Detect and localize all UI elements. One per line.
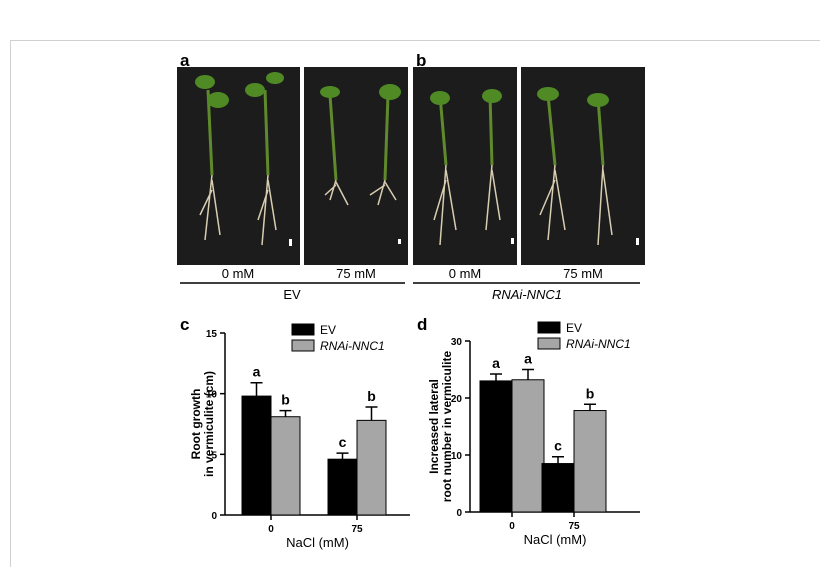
y-tick-label: 10 [206,390,218,401]
panel-label: b [416,51,426,70]
legend-label: RNAi-NNC1 [320,339,385,353]
y-axis-label: Root growth [189,389,203,460]
significance-letter: a [253,364,261,380]
frame [10,40,820,567]
bar [327,458,358,516]
significance-letter: b [586,385,595,401]
y-axis-label: root number in vermiculite [440,350,454,502]
legend-swatch [291,323,315,336]
legend-label: EV [320,323,336,337]
panel-label: c [180,315,189,334]
error-bar [250,381,263,397]
photo [177,67,300,265]
bar [479,380,513,513]
legend-swatch [537,321,561,334]
panel-label: a [180,51,190,70]
y-tick-label: 5 [211,450,217,461]
x-tick-label: 0 [268,524,274,535]
x-axis-label: NaCl (mM) [524,532,587,547]
error-bar [490,373,502,381]
legend-label: RNAi-NNC1 [566,337,631,351]
legend-swatch [291,339,315,352]
condition-label: 0 mM [222,266,255,281]
x-tick-label: 75 [568,521,580,532]
bar [511,379,545,513]
significance-letter: c [339,434,347,450]
x-tick-label: 0 [509,521,515,532]
y-tick-label: 15 [206,329,218,340]
bar [241,395,272,516]
photo [521,67,645,265]
condition-label: 0 mM [449,266,482,281]
bar [356,419,387,516]
y-axis-label: in vermiculite (cm) [202,371,216,477]
group-label: RNAi-NNC1 [492,287,562,302]
significance-letter: b [281,392,290,408]
x-tick-label: 75 [351,524,363,535]
y-tick-label: 0 [211,511,217,522]
bar [573,410,607,513]
condition-label: 75 mM [563,266,603,281]
error-bar [336,452,349,460]
significance-letter: a [524,351,532,367]
condition-label: 75 mM [336,266,376,281]
error-bar [584,403,596,411]
x-axis-label: NaCl (mM) [286,535,349,550]
bar [541,463,575,513]
panel-label: d [417,315,427,334]
y-axis-label: Increased lateral [427,379,441,474]
error-bar [522,368,534,380]
significance-letter: c [554,438,562,454]
legend-label: EV [566,321,582,335]
y-tick-label: 10 [451,451,463,462]
bar [270,416,301,516]
error-bar [552,455,564,464]
error-bar [279,409,292,417]
legend-swatch [537,337,561,350]
photo [304,67,408,265]
y-tick-label: 30 [451,337,463,348]
y-tick-label: 20 [451,394,463,405]
y-tick-label: 0 [456,508,462,519]
group-label: EV [283,287,301,302]
error-bar [365,406,378,421]
photos [177,67,645,265]
significance-letter: a [492,355,500,371]
significance-letter: b [367,388,376,404]
